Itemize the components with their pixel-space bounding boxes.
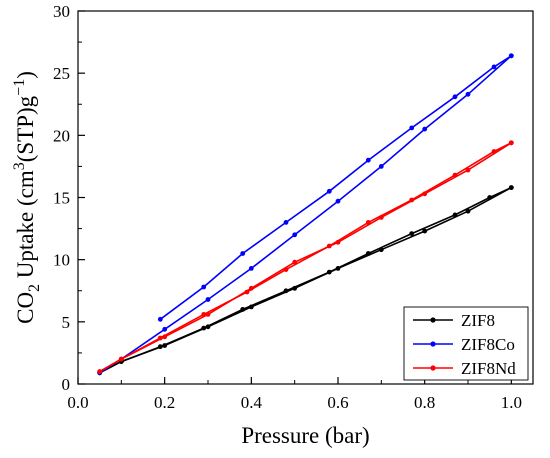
series-zif8co-point <box>292 232 298 238</box>
series-zif8co-point <box>157 316 163 322</box>
series-zif8nd-point <box>97 369 103 374</box>
series-zif8nd-point <box>118 356 124 362</box>
series-zif8nd-desorption-line <box>99 142 512 373</box>
series-zif8co <box>97 53 514 376</box>
series-zif8-point <box>240 307 246 312</box>
legend-marker-zif8 <box>430 317 436 323</box>
series-zif8co-point <box>283 220 289 225</box>
series-zif8-point <box>326 269 332 275</box>
y-label-middle: Uptake (cm <box>13 170 38 284</box>
x-axis-ticks: 0.0 0.2 0.4 0.6 0.8 1.0 <box>67 377 522 412</box>
y-label-sub: 2 <box>26 284 43 292</box>
series-zif8co-point <box>240 251 246 256</box>
y-tick-label: 20 <box>53 126 70 145</box>
series-zif8-point <box>465 208 471 214</box>
series-zif8-point <box>283 288 289 294</box>
y-tick-label: 10 <box>53 251 70 270</box>
legend-label-zif8nd: ZIF8Nd <box>461 359 516 378</box>
x-tick-label: 0.8 <box>414 393 435 412</box>
y-tick-label: 15 <box>53 189 70 208</box>
series-zif8-point <box>422 228 428 234</box>
series-zif8-point <box>452 212 458 218</box>
series-zif8nd-point <box>508 140 514 146</box>
series-zif8co-point <box>491 64 497 70</box>
series-zif8co-point <box>452 94 458 100</box>
series-zif8-desorption-line <box>99 186 512 374</box>
series-zif8nd-point <box>201 312 207 317</box>
series-zif8co-point <box>326 188 332 194</box>
plot-series-group <box>97 53 514 376</box>
series-zif8-point <box>201 325 207 331</box>
y-tick-label: 5 <box>62 313 71 332</box>
x-tick-label: 0.4 <box>241 393 263 412</box>
series-zif8co-point <box>248 266 254 271</box>
x-tick-label: 0.6 <box>327 393 348 412</box>
y-axis-ticks: 0 5 10 15 20 25 30 <box>53 2 85 394</box>
legend-marker-zif8nd <box>430 365 436 371</box>
y-tick-label: 25 <box>53 64 70 83</box>
series-zif8nd-point <box>157 335 163 341</box>
series-zif8nd-point <box>365 220 371 225</box>
series-zif8-point <box>508 185 514 191</box>
series-zif8nd-point <box>491 149 497 154</box>
y-axis-label: CO2 Uptake (cm3(STP)g−1) <box>11 71 43 324</box>
x-axis-label: Pressure (bar) <box>241 423 369 448</box>
legend: ZIF8 ZIF8Co ZIF8Nd <box>403 306 529 381</box>
series-zif8co-point <box>201 284 207 290</box>
x-tick-label: 0.2 <box>154 393 175 412</box>
y-label-sup2: −1 <box>11 79 28 96</box>
series-zif8nd-point <box>452 172 458 178</box>
x-tick-label: 1.0 <box>501 393 522 412</box>
series-zif8nd-point <box>244 289 250 295</box>
y-label-sup: 3 <box>11 162 28 170</box>
series-zif8nd-point <box>326 243 332 249</box>
y-label-suffix: (STP)g <box>13 95 38 162</box>
series-zif8co-point <box>422 126 428 132</box>
series-zif8nd <box>97 140 514 374</box>
series-zif8co-desorption-line <box>159 55 512 320</box>
legend-label-zif8co: ZIF8Co <box>461 335 515 354</box>
y-label-close: ) <box>13 71 38 79</box>
series-zif8-point <box>487 195 493 200</box>
series-zif8co-point <box>508 53 514 59</box>
series-zif8nd-point <box>409 197 415 203</box>
series-zif8co-point <box>378 164 384 169</box>
series-zif8co-point <box>409 125 415 131</box>
y-label-prefix: CO <box>13 292 38 324</box>
legend-marker-zif8co <box>430 341 436 347</box>
series-zif8-point <box>157 344 163 350</box>
legend-label-zif8: ZIF8 <box>461 311 495 330</box>
series-zif8co-point <box>365 157 371 163</box>
series-zif8co-point <box>162 326 168 332</box>
series-zif8co-point <box>465 91 471 97</box>
series-zif8-point <box>409 231 415 237</box>
series-zif8nd-point <box>283 267 289 272</box>
y-tick-label: 0 <box>62 375 71 394</box>
series-zif8co-point <box>205 297 211 302</box>
y-tick-label: 30 <box>53 2 70 21</box>
series-zif8co-point <box>335 198 341 204</box>
series-zif8nd-point <box>465 167 471 173</box>
x-tick-label: 0.0 <box>67 393 88 412</box>
series-zif8-point <box>365 251 371 256</box>
